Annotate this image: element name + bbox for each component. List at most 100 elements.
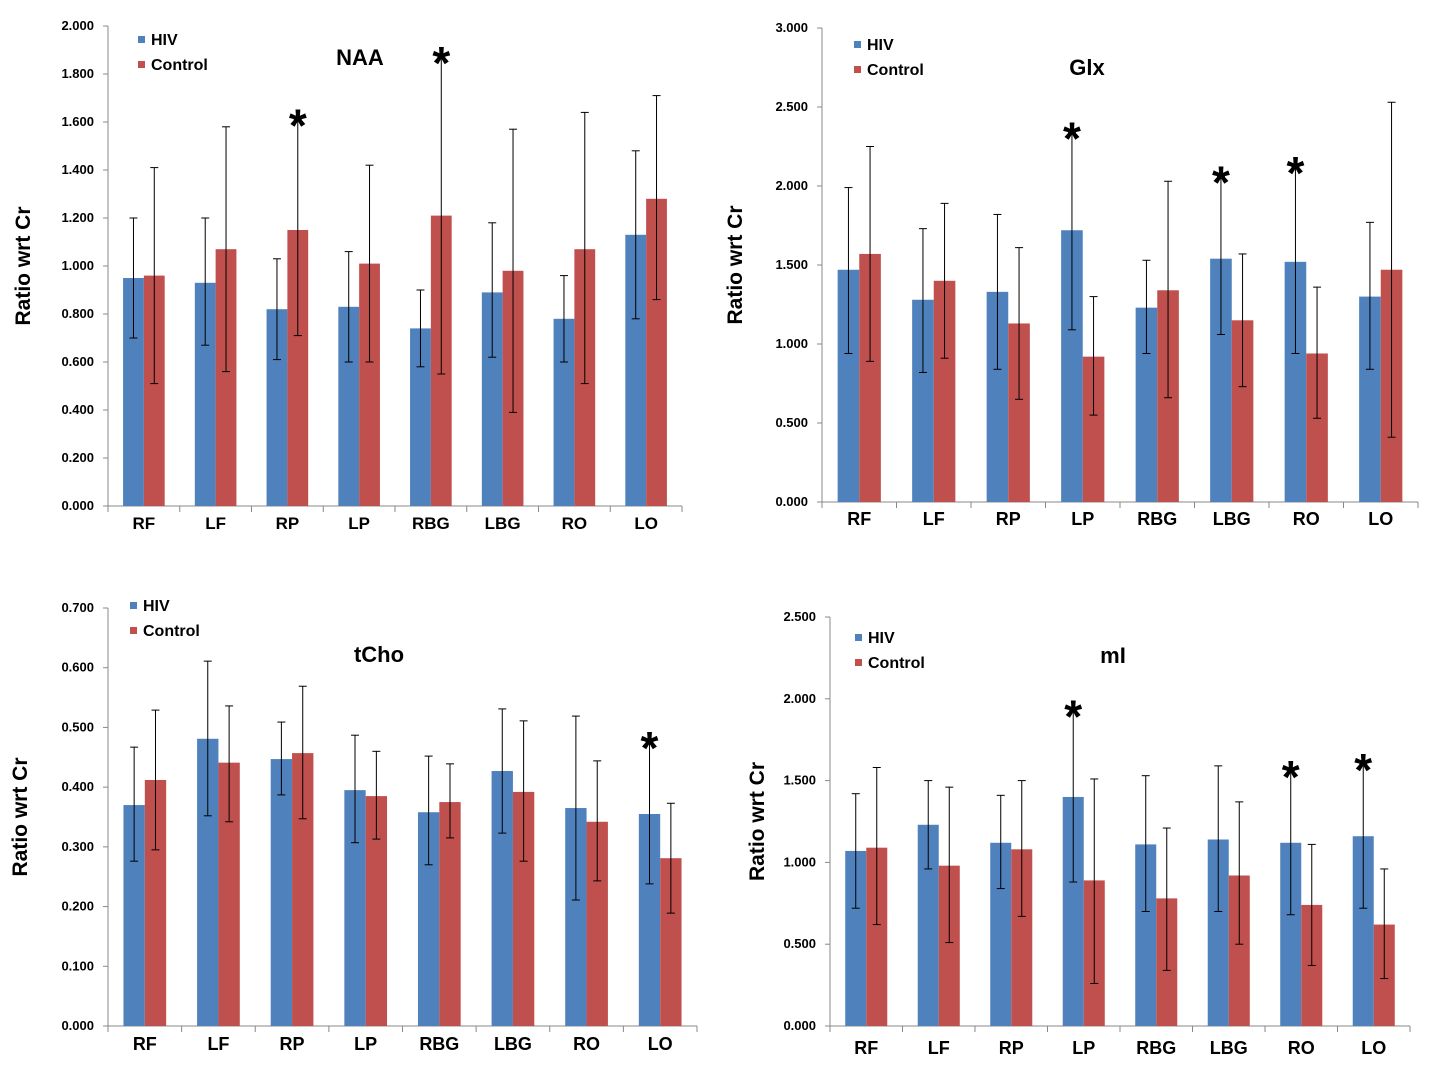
bar-control-lbg [512,791,535,1026]
bar-hiv-lbg [491,771,513,1026]
legend-swatch-hiv [130,602,137,609]
chart-title: mI [1100,643,1126,668]
legend-swatch-control [138,61,145,68]
y-tick-label: 0.000 [783,1018,816,1033]
x-tick-label: RO [573,1034,600,1054]
chart-title: Glx [1069,55,1105,80]
y-tick-label: 1.600 [61,114,94,129]
bar-hiv-rp [266,309,288,506]
y-tick-label: 0.000 [61,498,94,513]
y-tick-label: 1.500 [783,773,816,788]
y-axis-label: Ratio wrt Cr [724,205,747,324]
x-tick-label: RP [996,509,1021,529]
legend-label: HIV [151,32,178,49]
y-tick-label: 2.500 [783,609,816,624]
bar-hiv-lbg [1210,258,1232,502]
bar-hiv-lp [1061,230,1083,503]
bar-hiv-lp [1062,796,1084,1026]
bar-control-rf [866,847,888,1026]
significance-star: * [432,37,450,89]
y-tick-label: 0.700 [61,600,94,615]
bar-control-lbg [1231,320,1254,502]
x-tick-label: RO [1293,509,1320,529]
bar-control-ro [586,821,608,1026]
y-tick-label: 0.800 [61,306,94,321]
significance-star: * [1212,157,1230,209]
legend-label: Control [867,62,924,79]
x-tick-label: LF [207,1034,229,1054]
y-tick-label: 1.000 [61,258,94,273]
bar-hiv-rf [837,269,860,502]
bar-control-lo [646,198,667,507]
y-tick-label: 0.000 [61,1018,94,1033]
bar-hiv-lo [1352,836,1374,1026]
legend-label: Control [143,623,200,640]
y-tick-label: 0.600 [61,660,94,675]
y-tick-label: 0.400 [61,779,94,794]
bar-hiv-lbg [481,292,503,506]
bar-control-ro [1306,353,1328,502]
bar-hiv-lf [197,738,219,1026]
x-tick-label: RBG [1136,1038,1176,1058]
bar-control-lf [938,865,960,1026]
chart-mi: 0.000 0.500 1.000 1.500 2.000 2.500 RF LF RP LP RB… [746,609,1411,1058]
bar-hiv-lbg [1207,839,1229,1026]
significance-star: * [1282,751,1300,803]
y-tick-label: 0.200 [61,450,94,465]
y-tick-label: 0.000 [775,494,808,509]
bar-hiv-rbg [1135,307,1158,502]
legend-swatch-control [130,627,137,634]
bar-control-lp [365,796,388,1026]
legend-label: HIV [143,598,170,615]
x-tick-label: RBG [419,1034,459,1054]
x-tick-label: LBG [1213,509,1251,529]
chart-tcho: 0.000 0.100 0.200 0.300 0.400 0.500 0.600 0.700… [9,598,698,1054]
y-tick-label: 1.000 [783,854,816,869]
y-axis-label: Ratio wrt Cr [12,206,35,325]
y-tick-label: 0.100 [61,958,94,973]
bar-hiv-rbg [1135,844,1157,1026]
legend-swatch-control [854,66,861,73]
y-tick-label: 0.500 [783,936,816,951]
bar-hiv-lf [194,282,216,506]
y-tick-label: 0.600 [61,354,94,369]
bar-control-rp [1008,323,1030,502]
y-tick-label: 0.300 [61,839,94,854]
bar-hiv-rbg [417,812,440,1026]
y-tick-label: 1.000 [775,336,808,351]
y-tick-label: 2.000 [61,18,94,33]
significance-star: * [1354,744,1372,796]
chart-title: tCho [354,642,404,667]
bar-hiv-rp [986,291,1009,502]
x-tick-label: RBG [1137,509,1177,529]
bar-hiv-rp [270,759,293,1026]
legend-swatch-hiv [855,634,862,641]
y-axis-label: Ratio wrt Cr [746,762,769,881]
bar-control-rf [144,779,167,1026]
y-tick-label: 2.000 [783,691,816,706]
bar-hiv-rf [845,850,867,1026]
chart-glx: 0.000 0.500 1.000 1.500 2.000 2.500 3.000 RF LF R… [724,20,1419,529]
bar-hiv-ro [565,808,587,1026]
significance-star: * [1286,147,1304,199]
x-tick-label: LBG [494,1034,532,1054]
significance-star: * [289,100,307,152]
bar-control-rf [859,253,881,502]
legend-label: HIV [867,37,894,54]
legend-swatch-hiv [854,41,861,48]
legend-swatch-hiv [138,36,145,43]
significance-star: * [641,722,659,774]
bar-control-lf [218,762,240,1026]
bar-hiv-rbg [410,328,431,506]
x-tick-label: LP [1072,1038,1095,1058]
y-tick-label: 1.500 [775,257,808,272]
legend-swatch-control [855,659,862,666]
x-tick-label: LO [1361,1038,1386,1058]
x-tick-label: LP [348,514,370,533]
x-tick-label: LO [648,1034,673,1054]
x-tick-label: LP [1071,509,1094,529]
bar-control-rp [287,230,309,506]
x-tick-label: LO [1368,509,1393,529]
bar-hiv-lp [338,306,360,506]
